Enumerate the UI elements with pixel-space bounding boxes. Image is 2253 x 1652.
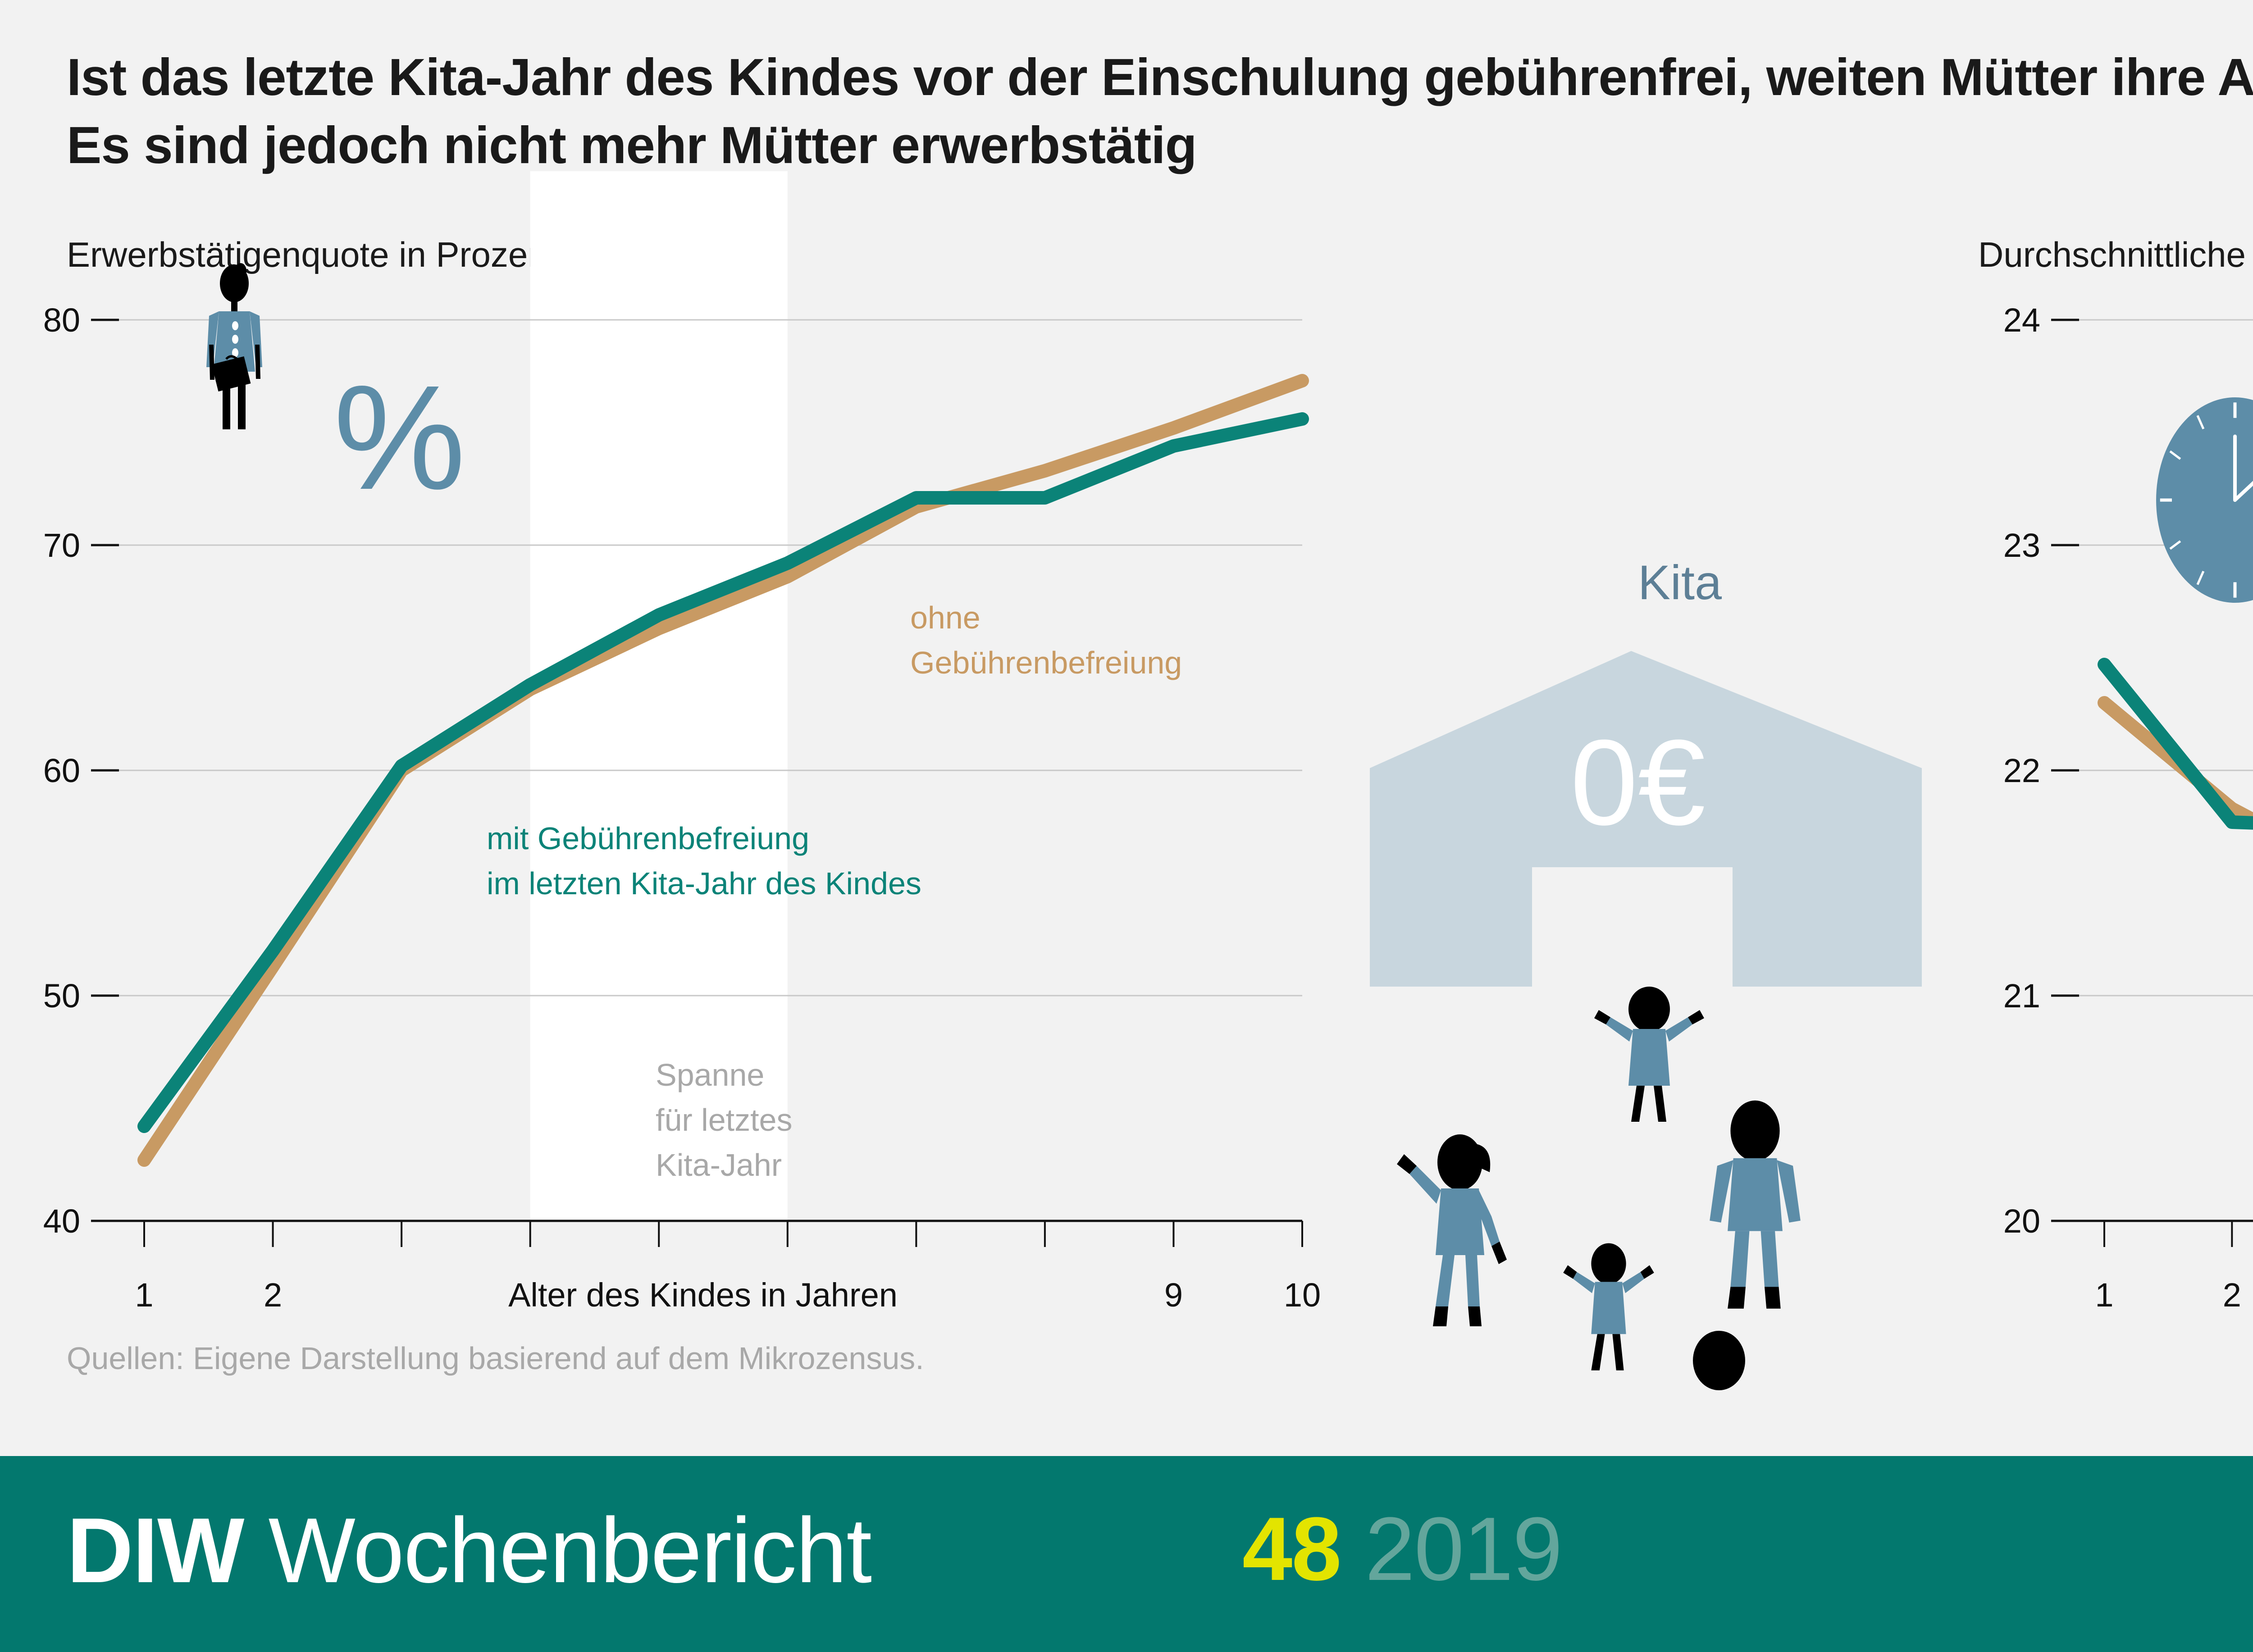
svg-text:80: 80 — [43, 301, 80, 339]
issue-year: 2019 — [1365, 1499, 1563, 1599]
svg-text:1: 1 — [2095, 1276, 2113, 1314]
svg-text:21: 21 — [2003, 977, 2040, 1015]
kita-illustration: Kita 0€ — [1352, 0, 1960, 1397]
chart-erwerbstaetigenquote: Erwerbstätigenquote in Prozent 40 50 60 70 8… — [43, 171, 1321, 1314]
left-chart-title: Erwerbstätigenquote in Prozent — [67, 235, 557, 274]
left-chart-canvas: 40 50 60 70 80 1 2 9 10 Alter des Kindes in Jahre… — [43, 171, 1321, 1314]
svg-text:22: 22 — [2003, 752, 2040, 789]
kita-illustration-canvas: 0€ — [1370, 651, 1922, 1390]
chart-wochenarbeitszeit: Durchschnittliche Wochenarbeitszeit in S… — [1960, 0, 2253, 1397]
footer-bar: DIW Wochenbericht 48 2019 DIW BERLIN — [0, 1456, 2253, 1652]
page-title: Ist das letzte Kita-Jahr des Kindes vor … — [67, 43, 2253, 179]
issue-number: 48 — [1242, 1499, 1341, 1599]
svg-text:0€: 0€ — [1570, 715, 1706, 851]
svg-text:40: 40 — [43, 1202, 80, 1240]
svg-text:1: 1 — [135, 1276, 153, 1314]
publication-title: DIW Wochenbericht — [67, 1497, 872, 1604]
svg-text:2: 2 — [2223, 1276, 2241, 1314]
headline-line-1: Ist das letzte Kita-Jahr des Kindes vor … — [67, 48, 2253, 106]
source-note: Quellen: Eigene Darstellung basierend au… — [67, 1341, 924, 1376]
right-chart-title: Durchschnittliche Wochenarbeitszeit in S… — [1978, 235, 2253, 274]
svg-text:60: 60 — [43, 752, 80, 789]
svg-text:für letztes: für letztes — [656, 1102, 792, 1138]
svg-text:ohne: ohne — [910, 600, 981, 635]
svg-text:24: 24 — [2003, 301, 2040, 339]
svg-text:10: 10 — [1284, 1276, 1321, 1314]
svg-text:Spanne: Spanne — [656, 1057, 764, 1092]
svg-text:70: 70 — [43, 527, 80, 564]
issue-info: 48 2019 — [1242, 1497, 1563, 1601]
publication-title-bold: DIW — [67, 1499, 244, 1602]
svg-text:2: 2 — [264, 1276, 282, 1314]
publication-title-light: Wochenbericht — [268, 1499, 872, 1602]
svg-text:Gebührenbefreiung: Gebührenbefreiung — [910, 645, 1182, 680]
svg-text:50: 50 — [43, 977, 80, 1015]
right-chart-canvas: 202122232412910Alter des Kindes in Jahre… — [2003, 301, 2253, 1314]
kita-label: Kita — [1638, 555, 1722, 610]
svg-text:%: % — [333, 354, 465, 520]
svg-text:Kita-Jahr: Kita-Jahr — [656, 1147, 782, 1183]
svg-text:im letzten Kita-Jahr des Kinde: im letzten Kita-Jahr des Kindes — [487, 866, 921, 901]
svg-text:23: 23 — [2003, 527, 2040, 564]
svg-text:mit Gebührenbefreiung: mit Gebührenbefreiung — [487, 821, 809, 856]
svg-text:Alter des Kindes in Jahren: Alter des Kindes in Jahren — [508, 1276, 898, 1314]
svg-text:9: 9 — [1164, 1276, 1183, 1314]
headline-line-2: Es sind jedoch nicht mehr Mütter erwerbs… — [67, 115, 1197, 174]
svg-text:20: 20 — [2003, 1202, 2040, 1240]
